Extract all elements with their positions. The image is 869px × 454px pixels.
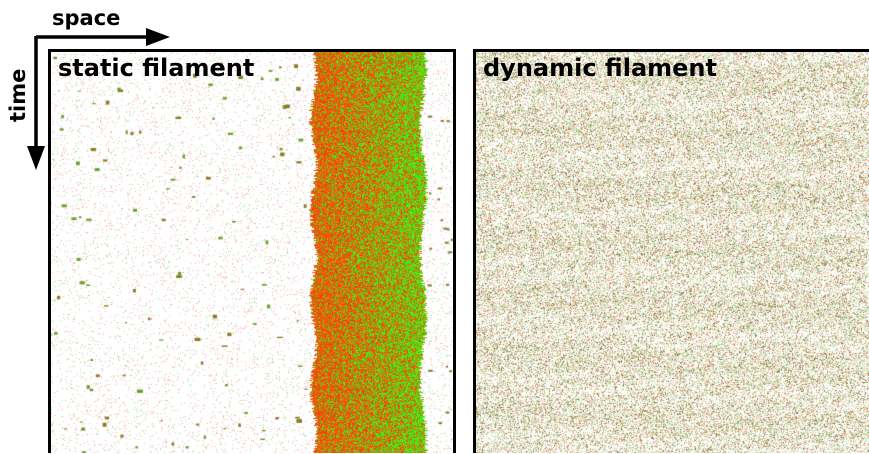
static-filament-title: static filament <box>58 54 255 82</box>
static-kymograph-image <box>51 52 453 453</box>
dynamic-filament-panel: dynamic filament <box>473 49 869 453</box>
space-arrowhead-icon <box>146 28 170 46</box>
static-filament-panel: static filament <box>48 49 456 453</box>
time-arrowhead-icon <box>27 146 45 170</box>
time-axis-label: time <box>6 68 30 122</box>
dynamic-filament-title: dynamic filament <box>483 54 717 82</box>
dynamic-kymograph-image <box>476 52 869 453</box>
space-axis-label: space <box>52 6 121 30</box>
